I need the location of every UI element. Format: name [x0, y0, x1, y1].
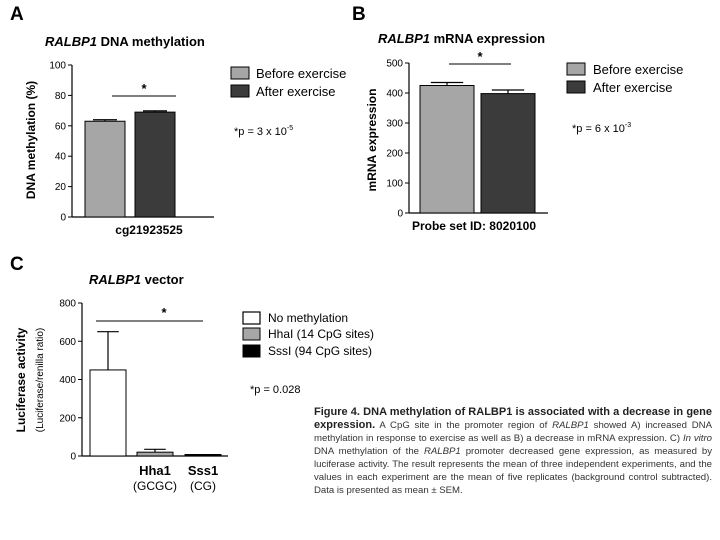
panel-c-axes: 0 200 400 600 800 — [59, 299, 228, 463]
panel-c-ylabel-line2: (Luciferase/renilla ratio) — [35, 328, 46, 433]
legend-b-after: After exercise — [593, 80, 672, 95]
caption-text-3: DNA methylation of the — [314, 446, 424, 457]
panel-c-cat-hha-sub: (GCGC) — [133, 479, 177, 493]
panel-b-title: RALBP1 mRNA expression — [378, 31, 545, 46]
caption-gene-1: RALBP1 — [552, 420, 589, 431]
panel-c-ylabel-line1: Luciferase activity — [14, 327, 28, 432]
legend-c-swatch-hhai — [242, 327, 261, 341]
panel-b-ytick-label: 0 — [397, 209, 403, 220]
panel-c-sig-star: * — [161, 305, 167, 320]
caption-gene-2: RALBP1 — [423, 446, 461, 457]
panel-b-ytick-label: 400 — [386, 89, 403, 100]
panel-b-xlabel: Probe set ID: 8020100 — [412, 219, 536, 233]
panel-a-ytick-label: 0 — [60, 213, 66, 224]
panel-a-ytick-label: 60 — [55, 121, 67, 132]
panel-b-pvalue-exp: -3 — [625, 122, 631, 129]
panel-b-sig-star: * — [477, 49, 483, 64]
panel-b-title-gene: RALBP1 — [378, 31, 430, 46]
legend-a-swatch-after — [230, 84, 250, 98]
legend-a-before: Before exercise — [256, 66, 346, 81]
panel-c-title-rest: vector — [141, 272, 184, 287]
panel-b-letter: B — [352, 4, 366, 25]
panel-c-bar-1 — [89, 369, 127, 457]
legend-c-none: No methylation — [268, 311, 348, 325]
panel-c-bars — [89, 331, 222, 457]
panel-c-cat-sss: Sss1 — [188, 463, 218, 478]
panel-a-ytick-label: 100 — [49, 61, 66, 72]
caption-in-vitro: In vitro — [682, 433, 712, 444]
panel-b-bar-1 — [419, 85, 475, 214]
panel-a-pvalue-base: *p = 3 x 10 — [234, 126, 287, 138]
legend-ab-a: Before exercise After exercise — [230, 66, 346, 99]
legend-b-swatch-before — [566, 62, 586, 76]
panel-c-letter: C — [10, 254, 24, 275]
panel-b-bars — [419, 81, 536, 214]
panel-b-ytick-label: 100 — [386, 179, 403, 190]
panel-a-title: RALBP1 DNA methylation — [45, 34, 205, 49]
panel-a-pvalue: *p = 3 x 10-5 — [234, 125, 293, 138]
panel-a-title-gene: RALBP1 — [45, 34, 97, 49]
panel-b-bar-2 — [480, 93, 536, 214]
panel-a-axes: 0 20 40 60 80 100 — [49, 61, 214, 224]
panel-a-letter: A — [10, 4, 24, 25]
legend-c-sssi: SssI (94 CpG sites) — [268, 344, 372, 358]
panel-a-ytick-label: 80 — [55, 91, 67, 102]
panel-c-bar-2 — [136, 451, 174, 457]
panel-c-title-gene: RALBP1 — [89, 272, 141, 287]
panel-b-pvalue: *p = 6 x 10-3 — [572, 122, 631, 135]
panel-a-ytick-label: 40 — [55, 152, 67, 163]
panel-c-ytick-label: 200 — [59, 413, 76, 424]
panel-a-sig-star: * — [141, 81, 147, 96]
caption-heading: Figure 4. DNA methylation of RALBP1 is a… — [314, 406, 712, 431]
panel-b-ytick-label: 500 — [386, 59, 403, 70]
panel-c-ytick-label: 400 — [59, 375, 76, 386]
panel-a-xlabel: cg21923525 — [115, 223, 183, 237]
panel-a-bars — [84, 110, 176, 218]
figure-caption: Figure 4. DNA methylation of RALBP1 is a… — [314, 406, 712, 497]
panel-a-ytick-label: 20 — [55, 182, 67, 193]
caption-text-1: A CpG site in the promoter region of — [375, 420, 553, 431]
legend-c-swatch-none — [242, 311, 261, 325]
legend-a-after: After exercise — [256, 84, 335, 99]
panel-c-cat-sss-sub: (CG) — [190, 479, 216, 493]
panel-c-cat-hha: Hha1 — [139, 463, 171, 478]
caption-text-4: promoter decreased gene expression, as m… — [314, 446, 712, 496]
legend-b-swatch-after — [566, 80, 586, 94]
panel-a-bar-1 — [84, 120, 126, 218]
panel-b-title-rest: mRNA expression — [430, 31, 545, 46]
panel-c-title: RALBP1 vector — [89, 272, 184, 287]
legend-a-swatch-before — [230, 66, 250, 80]
panel-b-ytick-label: 200 — [386, 149, 403, 160]
legend-ab-b: Before exercise After exercise — [566, 62, 683, 95]
panel-a-title-rest: DNA methylation — [97, 34, 205, 49]
panel-b-ytick-label: 300 — [386, 119, 403, 130]
caption-text-2: showed A) increased DNA methylation in r… — [314, 420, 712, 444]
panel-b-ylabel: mRNA expression — [365, 89, 379, 192]
panel-a-bar-2 — [134, 111, 176, 218]
panel-c-ytick-label: 800 — [59, 299, 76, 310]
panel-a-pvalue-exp: -5 — [287, 125, 293, 132]
panel-c-ytick-label: 0 — [70, 452, 76, 463]
panel-c-pvalue: *p = 0.028 — [250, 384, 300, 396]
panel-b-pvalue-base: *p = 6 x 10 — [572, 123, 625, 135]
panel-a-ylabel: DNA methylation (%) — [24, 81, 38, 199]
legend-c-swatch-sssi — [242, 344, 261, 358]
panel-c-ytick-label: 600 — [59, 337, 76, 348]
legend-c-hhai: HhaI (14 CpG sites) — [268, 327, 374, 341]
legend-c: No methylation HhaI (14 CpG sites) SssI … — [242, 311, 374, 358]
legend-b-before: Before exercise — [593, 62, 683, 77]
